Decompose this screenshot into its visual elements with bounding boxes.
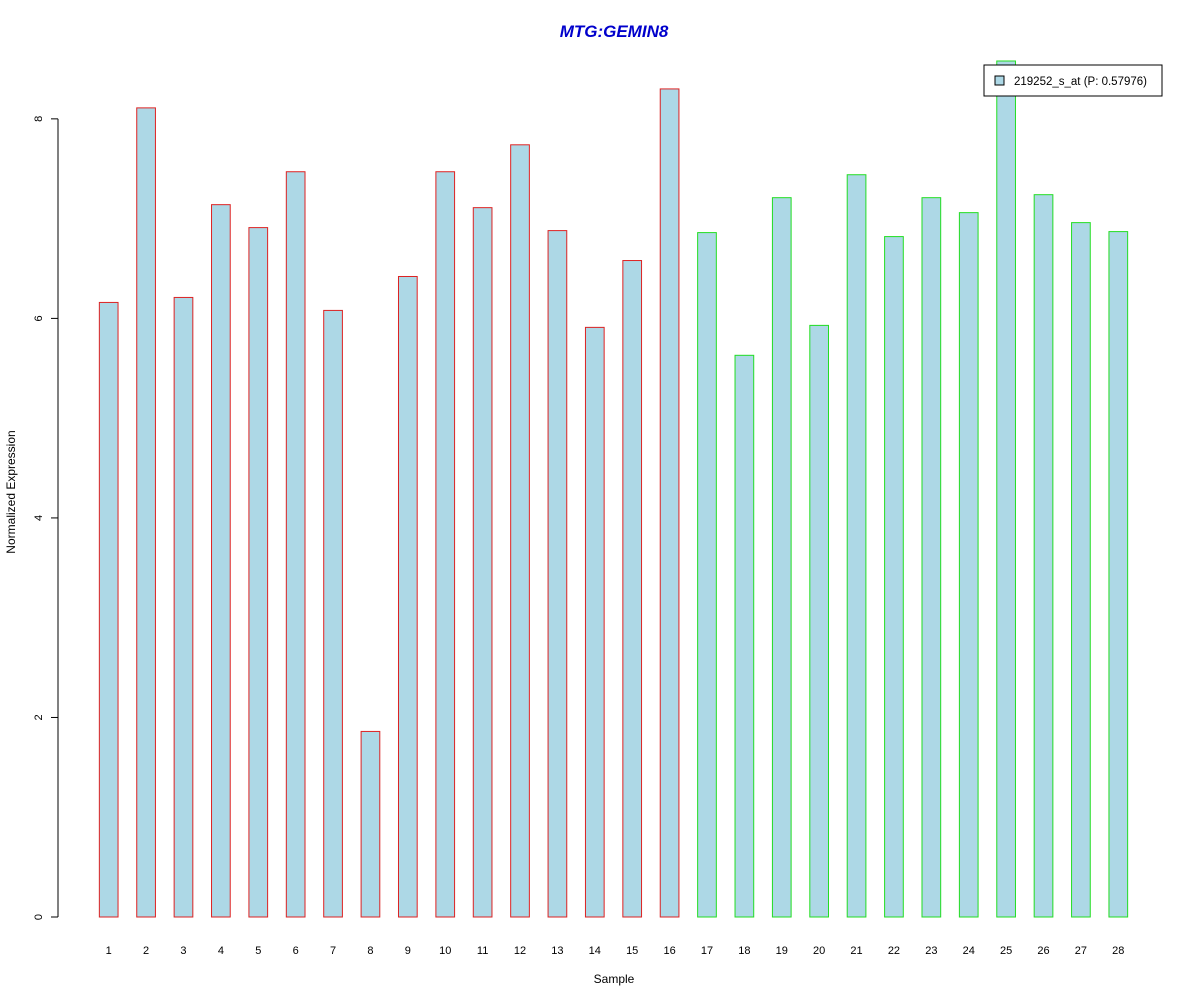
x-tick-label: 19 (776, 945, 788, 957)
x-tick-label: 3 (180, 945, 186, 957)
bar-sample-6 (285, 171, 306, 918)
x-tick-label: 2 (143, 945, 149, 957)
x-tick-label: 1 (106, 945, 112, 957)
bar-sample-15 (622, 260, 643, 918)
bar-sample-10 (435, 171, 456, 918)
bar-sample-12 (510, 144, 530, 918)
legend-label: 219252_s_at (P: 0.57976) (1014, 76, 1147, 88)
y-tick-label: 6 (33, 315, 45, 321)
bar-sample-27 (1071, 222, 1091, 918)
bar-sample-28 (1108, 231, 1129, 918)
x-tick-label: 20 (813, 945, 825, 957)
bar-sample-3 (173, 296, 194, 918)
bar-sample-21 (846, 174, 867, 918)
x-tick-label: 9 (405, 945, 411, 957)
bar-sample-14 (584, 326, 605, 918)
x-tick-label: 7 (330, 945, 336, 957)
legend: 219252_s_at (P: 0.57976) (983, 64, 1163, 97)
y-tick-label: 8 (33, 116, 45, 122)
x-tick-label: 26 (1037, 945, 1049, 957)
y-tick-label: 0 (33, 914, 45, 920)
x-tick-label: 14 (589, 945, 601, 957)
x-tick-label: 4 (218, 945, 224, 957)
x-tick-label: 12 (514, 945, 526, 957)
bar-sample-24 (958, 212, 979, 918)
bar-sample-1 (98, 301, 119, 918)
bar-sample-4 (211, 204, 231, 918)
bar-sample-5 (248, 227, 269, 918)
chart-title: MTG:GEMIN8 (560, 22, 669, 41)
bar-sample-18 (734, 354, 755, 918)
y-tick-label: 4 (33, 515, 45, 521)
bar-sample-26 (1033, 194, 1054, 918)
x-tick-label: 5 (255, 945, 261, 957)
x-tick-label: 23 (925, 945, 937, 957)
y-axis: 0 2 4 6 8 (33, 116, 59, 920)
bar-sample-9 (397, 275, 418, 918)
bar-sample-25 (996, 60, 1016, 918)
x-tick-label: 11 (477, 945, 488, 957)
x-tick-label: 24 (963, 945, 975, 957)
x-tick-label: 28 (1112, 945, 1124, 957)
bars (98, 60, 1129, 918)
x-tick-label: 21 (850, 945, 862, 957)
bar-sample-16 (659, 88, 680, 918)
x-tick-label: 16 (663, 945, 675, 957)
y-axis-label: Normalized Expression (4, 430, 18, 553)
x-axis-label: Sample (594, 972, 635, 986)
bar-sample-22 (884, 236, 904, 918)
bar-sample-17 (697, 232, 717, 918)
legend-box (983, 64, 1163, 97)
x-axis: 1 2 3 4 5 6 7 8 9 10 11 12 13 14 15 16 17 18 19 20 21 22 23 24 2… (106, 945, 1125, 957)
bar-sample-11 (472, 207, 493, 918)
x-tick-label: 13 (551, 945, 563, 957)
bar-sample-7 (323, 309, 343, 918)
x-tick-label: 8 (367, 945, 373, 957)
x-tick-label: 22 (888, 945, 900, 957)
bar-sample-23 (921, 197, 942, 918)
x-tick-label: 17 (701, 945, 713, 957)
y-tick-label: 2 (33, 714, 45, 720)
bar-sample-20 (809, 324, 830, 918)
bar-sample-2 (136, 107, 156, 918)
x-tick-label: 27 (1075, 945, 1087, 957)
x-tick-label: 15 (626, 945, 638, 957)
x-tick-label: 18 (738, 945, 750, 957)
legend-swatch (994, 75, 1005, 86)
bar-sample-13 (547, 230, 568, 918)
bar-sample-8 (360, 730, 381, 918)
x-tick-label: 6 (293, 945, 299, 957)
bar-sample-19 (771, 197, 792, 918)
x-tick-label: 25 (1000, 945, 1012, 957)
x-tick-label: 10 (439, 945, 451, 957)
